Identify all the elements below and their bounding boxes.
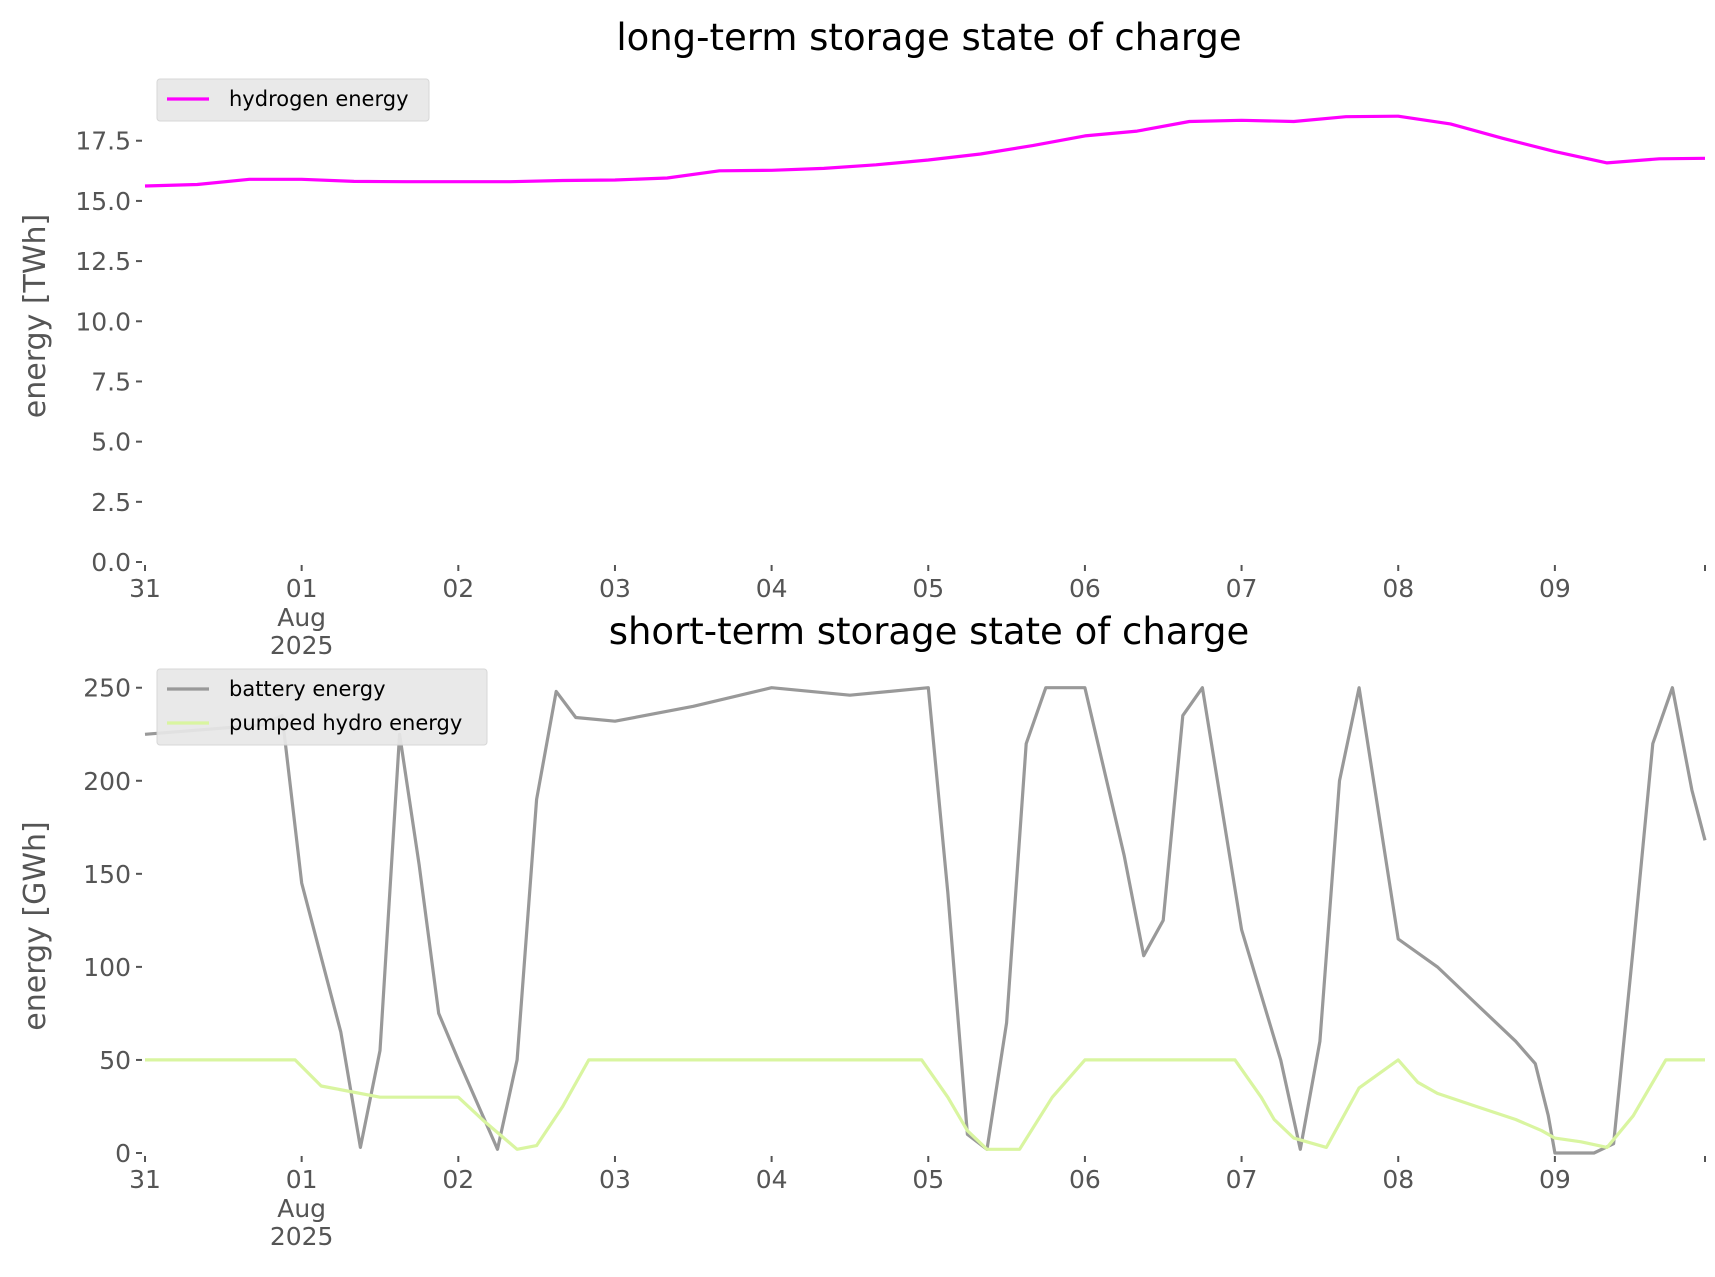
y-tick-label: 10.0 bbox=[75, 307, 131, 336]
series-line bbox=[144, 686, 1707, 1155]
y-tick-label: 50 bbox=[99, 1046, 131, 1075]
y-axis-label-gwh: energy [GWh] bbox=[18, 821, 53, 1030]
series-line bbox=[145, 1058, 1705, 1151]
y-axis-label-twh: energy [TWh] bbox=[18, 214, 53, 418]
x-tick-label: 03 bbox=[599, 1165, 631, 1194]
x-tick-label: 05 bbox=[912, 1165, 944, 1194]
y-tick-label: 7.5 bbox=[91, 367, 131, 396]
x-tick-month-label: Aug bbox=[277, 603, 326, 632]
x-tick-year-label: 2025 bbox=[270, 1222, 334, 1251]
y-tick-label: 2.5 bbox=[91, 488, 131, 517]
y-tick-label: 150 bbox=[83, 860, 131, 889]
y-tick-label: 15.0 bbox=[75, 187, 131, 216]
long-term-storage-panel: long-term storage state of charge energy… bbox=[18, 16, 1706, 660]
x-tick-label: 07 bbox=[1226, 574, 1258, 603]
chart-title-long-term: long-term storage state of charge bbox=[616, 16, 1241, 59]
x-tick-month-label: Aug bbox=[277, 1194, 326, 1223]
y-tick-label: 5.0 bbox=[91, 428, 131, 457]
x-tick-label: 08 bbox=[1382, 1165, 1414, 1194]
y-tick-label: 0.0 bbox=[91, 548, 131, 577]
x-tick-label: 04 bbox=[756, 574, 788, 603]
x-tick-label: 01 bbox=[286, 1165, 318, 1194]
series-lines-short-term bbox=[144, 686, 1707, 1155]
axis-ticks-long-term: 0.0 2.5 5.0 7.5 10.0 12.5 15.0 17.5 31 01 02 03 04 05… bbox=[75, 127, 1706, 660]
x-tick-label: 03 bbox=[599, 574, 631, 603]
y-tick-label: 250 bbox=[83, 674, 131, 703]
x-tick-label: 08 bbox=[1382, 574, 1414, 603]
chart-title-short-term: short-term storage state of charge bbox=[609, 610, 1250, 653]
legend-box bbox=[156, 78, 430, 122]
series-line bbox=[144, 114, 1706, 188]
short-term-storage-panel: short-term storage state of charge energ… bbox=[18, 610, 1707, 1251]
x-tick-label: 04 bbox=[756, 1165, 788, 1194]
x-tick-label: 06 bbox=[1069, 1165, 1101, 1194]
x-tick-label: 02 bbox=[442, 574, 474, 603]
legend-short-term: battery energy pumped hydro energy bbox=[156, 668, 488, 746]
x-tick-label: 09 bbox=[1539, 1165, 1571, 1194]
y-tick-label: 12.5 bbox=[75, 247, 131, 276]
legend-long-term: hydrogen energy bbox=[156, 78, 430, 122]
x-tick-label: 31 bbox=[129, 574, 161, 603]
x-tick-label: 01 bbox=[286, 574, 318, 603]
series-lines-long-term bbox=[144, 114, 1706, 188]
x-tick-year-label: 2025 bbox=[270, 631, 334, 660]
legend-label: pumped hydro energy bbox=[229, 711, 462, 735]
x-tick-label: 05 bbox=[912, 574, 944, 603]
x-tick-label: 07 bbox=[1226, 1165, 1258, 1194]
x-tick-label: 31 bbox=[129, 1165, 161, 1194]
y-tick-label: 100 bbox=[83, 953, 131, 982]
legend-label: battery energy bbox=[229, 677, 386, 701]
legend-box bbox=[156, 668, 488, 746]
y-tick-label: 17.5 bbox=[75, 127, 131, 156]
x-tick-label: 02 bbox=[442, 1165, 474, 1194]
y-tick-label: 0 bbox=[115, 1139, 131, 1168]
legend-label: hydrogen energy bbox=[229, 87, 409, 111]
x-tick-label: 09 bbox=[1539, 574, 1571, 603]
x-tick-label: 06 bbox=[1069, 574, 1101, 603]
axis-ticks-short-term: 0 50 100 150 200 250 31 01 02 03 04 05 06 07 08 09 Aug20… bbox=[83, 674, 1706, 1251]
y-tick-label: 200 bbox=[83, 767, 131, 796]
